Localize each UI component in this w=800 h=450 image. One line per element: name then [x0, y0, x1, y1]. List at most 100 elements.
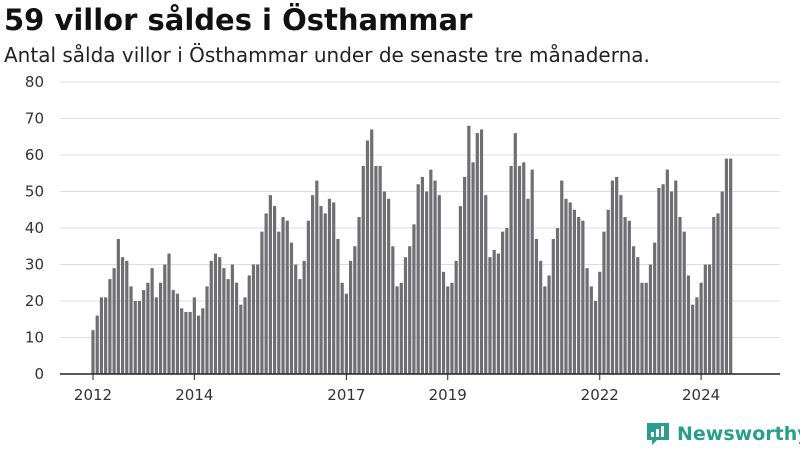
bar: [463, 176, 467, 374]
x-tick-label: 2024: [682, 386, 720, 404]
bar: [551, 238, 555, 374]
bar: [450, 282, 454, 374]
bar: [610, 180, 615, 374]
bar: [539, 260, 543, 374]
bar: [408, 246, 412, 374]
bar: [95, 315, 99, 374]
bar: [441, 271, 446, 374]
bar: [403, 257, 408, 374]
chart-title: 59 villor såldes i Östhammar: [4, 3, 473, 37]
bar: [205, 286, 209, 374]
bar: [602, 231, 606, 374]
bar: [496, 253, 501, 374]
y-tick-label: 40: [25, 219, 44, 237]
bar: [623, 217, 627, 374]
bar: [416, 184, 420, 374]
bar: [669, 191, 674, 374]
y-tick-label: 60: [25, 146, 44, 164]
bar: [437, 195, 441, 374]
bar: [158, 282, 163, 374]
bar: [222, 268, 226, 374]
bar: [289, 242, 294, 374]
bar: [378, 165, 382, 374]
bar: [272, 206, 277, 374]
y-axis-ticks: 0 10 20 30 40 50 60 70 80: [25, 73, 44, 383]
bar: [585, 268, 589, 374]
bar: [572, 209, 577, 374]
bar: [302, 260, 306, 374]
bar: [581, 220, 585, 374]
bar: [382, 191, 386, 374]
bar: [256, 264, 260, 374]
bar: [657, 187, 661, 374]
bar: [716, 213, 720, 374]
bar: [336, 238, 340, 374]
bar: [365, 140, 370, 374]
bar: [319, 206, 323, 374]
bar: [150, 268, 154, 374]
bar: [547, 275, 551, 374]
bar: [479, 129, 484, 374]
bar: [530, 169, 534, 374]
bar: [454, 260, 458, 374]
bar: [729, 158, 733, 374]
bar: [640, 282, 644, 374]
bar: [226, 279, 230, 374]
bar: [192, 297, 196, 374]
bar: [648, 264, 653, 374]
bar: [311, 195, 315, 374]
bar: [239, 304, 243, 374]
bar: [167, 253, 171, 374]
bar: [294, 264, 298, 374]
bar: [133, 301, 137, 374]
bar: [703, 264, 707, 374]
bar: [129, 286, 133, 374]
bar: [433, 180, 437, 374]
bar: [501, 231, 505, 374]
bar: [467, 125, 471, 374]
bar: [323, 213, 327, 374]
x-tick-label: 2012: [74, 386, 112, 404]
bar: [682, 231, 686, 374]
bar: [315, 180, 319, 374]
bar: [678, 217, 682, 374]
bar: [509, 165, 513, 374]
bar: [353, 246, 357, 374]
bar: [720, 191, 724, 374]
y-tick-label: 10: [25, 329, 44, 347]
x-tick-label: 2019: [429, 386, 467, 404]
bar: [306, 220, 310, 374]
bar: [260, 231, 264, 374]
bar: [281, 217, 285, 374]
bar: [243, 297, 247, 374]
bar: [349, 260, 353, 374]
bar: [420, 176, 424, 374]
bar: [171, 290, 175, 374]
bar: [686, 275, 691, 374]
bar: [264, 213, 268, 374]
bar: [116, 238, 120, 374]
bar: [340, 282, 344, 374]
bar: [163, 264, 167, 374]
bar: [534, 238, 539, 374]
bar: [370, 129, 374, 374]
bar: [137, 301, 142, 374]
bar: [564, 198, 568, 374]
bar: [568, 202, 572, 374]
brand-name: Newsworthy: [677, 423, 800, 445]
x-tick-label: 2022: [581, 386, 619, 404]
bar: [285, 220, 289, 374]
bar: [522, 162, 526, 374]
bar: [619, 195, 623, 374]
bar: [399, 282, 403, 374]
bar: [724, 158, 729, 374]
bar: [644, 282, 648, 374]
bar: [361, 165, 365, 374]
bar: [488, 257, 492, 374]
bar: [475, 133, 479, 374]
bar: [142, 290, 146, 374]
newsworthy-logo-icon: [647, 423, 669, 445]
bar: [577, 217, 581, 374]
bar: [209, 260, 213, 374]
bar: [234, 282, 239, 374]
